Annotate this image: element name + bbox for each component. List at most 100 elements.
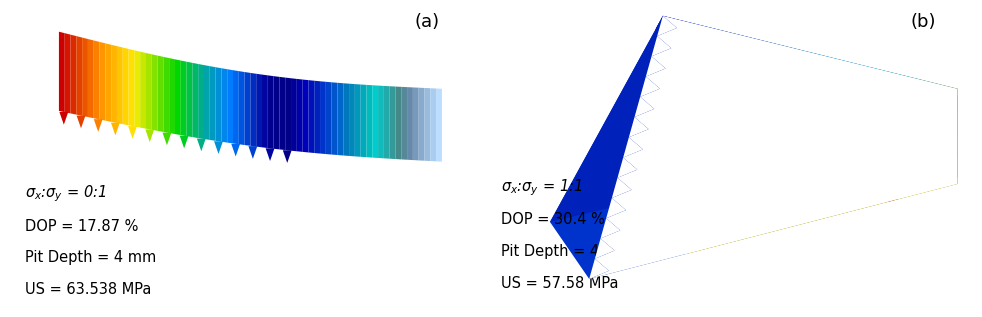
Polygon shape (550, 16, 957, 222)
Polygon shape (71, 35, 77, 115)
Polygon shape (595, 238, 615, 259)
Polygon shape (283, 150, 292, 163)
Polygon shape (250, 73, 256, 146)
Polygon shape (679, 58, 951, 208)
Polygon shape (682, 64, 982, 231)
Polygon shape (105, 43, 111, 122)
Polygon shape (676, 52, 916, 184)
Polygon shape (752, 109, 875, 195)
Polygon shape (686, 73, 982, 266)
Polygon shape (424, 88, 430, 161)
Text: Pit Depth = 4 mm: Pit Depth = 4 mm (501, 244, 632, 259)
Polygon shape (145, 129, 154, 142)
Polygon shape (672, 46, 881, 161)
Polygon shape (679, 58, 951, 208)
Polygon shape (674, 49, 899, 173)
Text: US = 63.538 MPa: US = 63.538 MPa (25, 282, 151, 297)
Polygon shape (684, 70, 982, 255)
Polygon shape (192, 63, 198, 138)
Polygon shape (77, 116, 85, 128)
Polygon shape (682, 64, 982, 231)
Polygon shape (408, 87, 412, 160)
Polygon shape (175, 59, 181, 135)
Polygon shape (117, 46, 123, 124)
Polygon shape (430, 88, 436, 161)
Polygon shape (655, 13, 688, 33)
Polygon shape (825, 156, 888, 199)
Polygon shape (687, 76, 982, 278)
Polygon shape (157, 55, 163, 132)
Polygon shape (152, 54, 157, 131)
Polygon shape (418, 88, 424, 161)
Polygon shape (60, 112, 69, 125)
Polygon shape (338, 83, 344, 155)
Polygon shape (140, 52, 146, 129)
Polygon shape (674, 49, 899, 173)
Polygon shape (59, 32, 65, 112)
Polygon shape (196, 139, 206, 151)
Polygon shape (800, 140, 884, 198)
Polygon shape (221, 68, 227, 143)
Polygon shape (280, 77, 285, 150)
Polygon shape (849, 172, 892, 201)
Polygon shape (390, 86, 396, 159)
Polygon shape (666, 34, 811, 114)
Polygon shape (589, 259, 609, 279)
Polygon shape (285, 78, 291, 151)
Polygon shape (314, 81, 320, 153)
Polygon shape (612, 178, 631, 198)
Polygon shape (628, 117, 648, 137)
Text: (b): (b) (910, 13, 936, 31)
Polygon shape (372, 85, 378, 158)
Text: Pit Depth = 4 mm: Pit Depth = 4 mm (25, 250, 156, 265)
Text: (a): (a) (414, 13, 440, 31)
Polygon shape (651, 36, 672, 56)
Polygon shape (135, 50, 140, 127)
Polygon shape (618, 158, 637, 178)
Polygon shape (274, 76, 280, 149)
Polygon shape (111, 123, 120, 135)
Polygon shape (245, 72, 250, 146)
Polygon shape (355, 84, 360, 157)
Polygon shape (93, 41, 99, 120)
Polygon shape (589, 16, 957, 279)
Polygon shape (214, 141, 223, 154)
Polygon shape (789, 133, 882, 197)
Text: DOP = 30.4 %: DOP = 30.4 % (501, 212, 605, 227)
Polygon shape (663, 28, 776, 91)
Polygon shape (366, 85, 372, 158)
Polygon shape (663, 28, 776, 91)
Polygon shape (666, 34, 811, 114)
Polygon shape (676, 52, 916, 184)
Polygon shape (606, 198, 626, 218)
Polygon shape (739, 101, 873, 195)
Polygon shape (634, 97, 654, 117)
Text: $\sigma_x$:$\sigma_y$ = 1:1: $\sigma_x$:$\sigma_y$ = 1:1 (501, 178, 582, 198)
Polygon shape (181, 61, 187, 136)
Polygon shape (550, 16, 957, 279)
Polygon shape (687, 76, 982, 278)
Polygon shape (640, 77, 660, 97)
Polygon shape (262, 74, 268, 148)
Polygon shape (123, 48, 129, 125)
Polygon shape (297, 79, 302, 152)
Polygon shape (163, 57, 169, 133)
Polygon shape (655, 13, 688, 33)
Polygon shape (661, 25, 758, 80)
Polygon shape (683, 67, 982, 243)
Polygon shape (163, 133, 171, 145)
Polygon shape (659, 22, 740, 68)
Polygon shape (678, 41, 957, 178)
Polygon shape (128, 126, 136, 139)
Polygon shape (661, 25, 758, 80)
Polygon shape (677, 55, 934, 196)
Polygon shape (657, 16, 677, 36)
Polygon shape (776, 125, 879, 197)
Polygon shape (764, 117, 877, 196)
Polygon shape (659, 22, 740, 68)
Polygon shape (99, 42, 105, 121)
Polygon shape (326, 82, 332, 155)
Polygon shape (77, 36, 82, 116)
Polygon shape (291, 78, 297, 151)
Polygon shape (233, 70, 239, 144)
